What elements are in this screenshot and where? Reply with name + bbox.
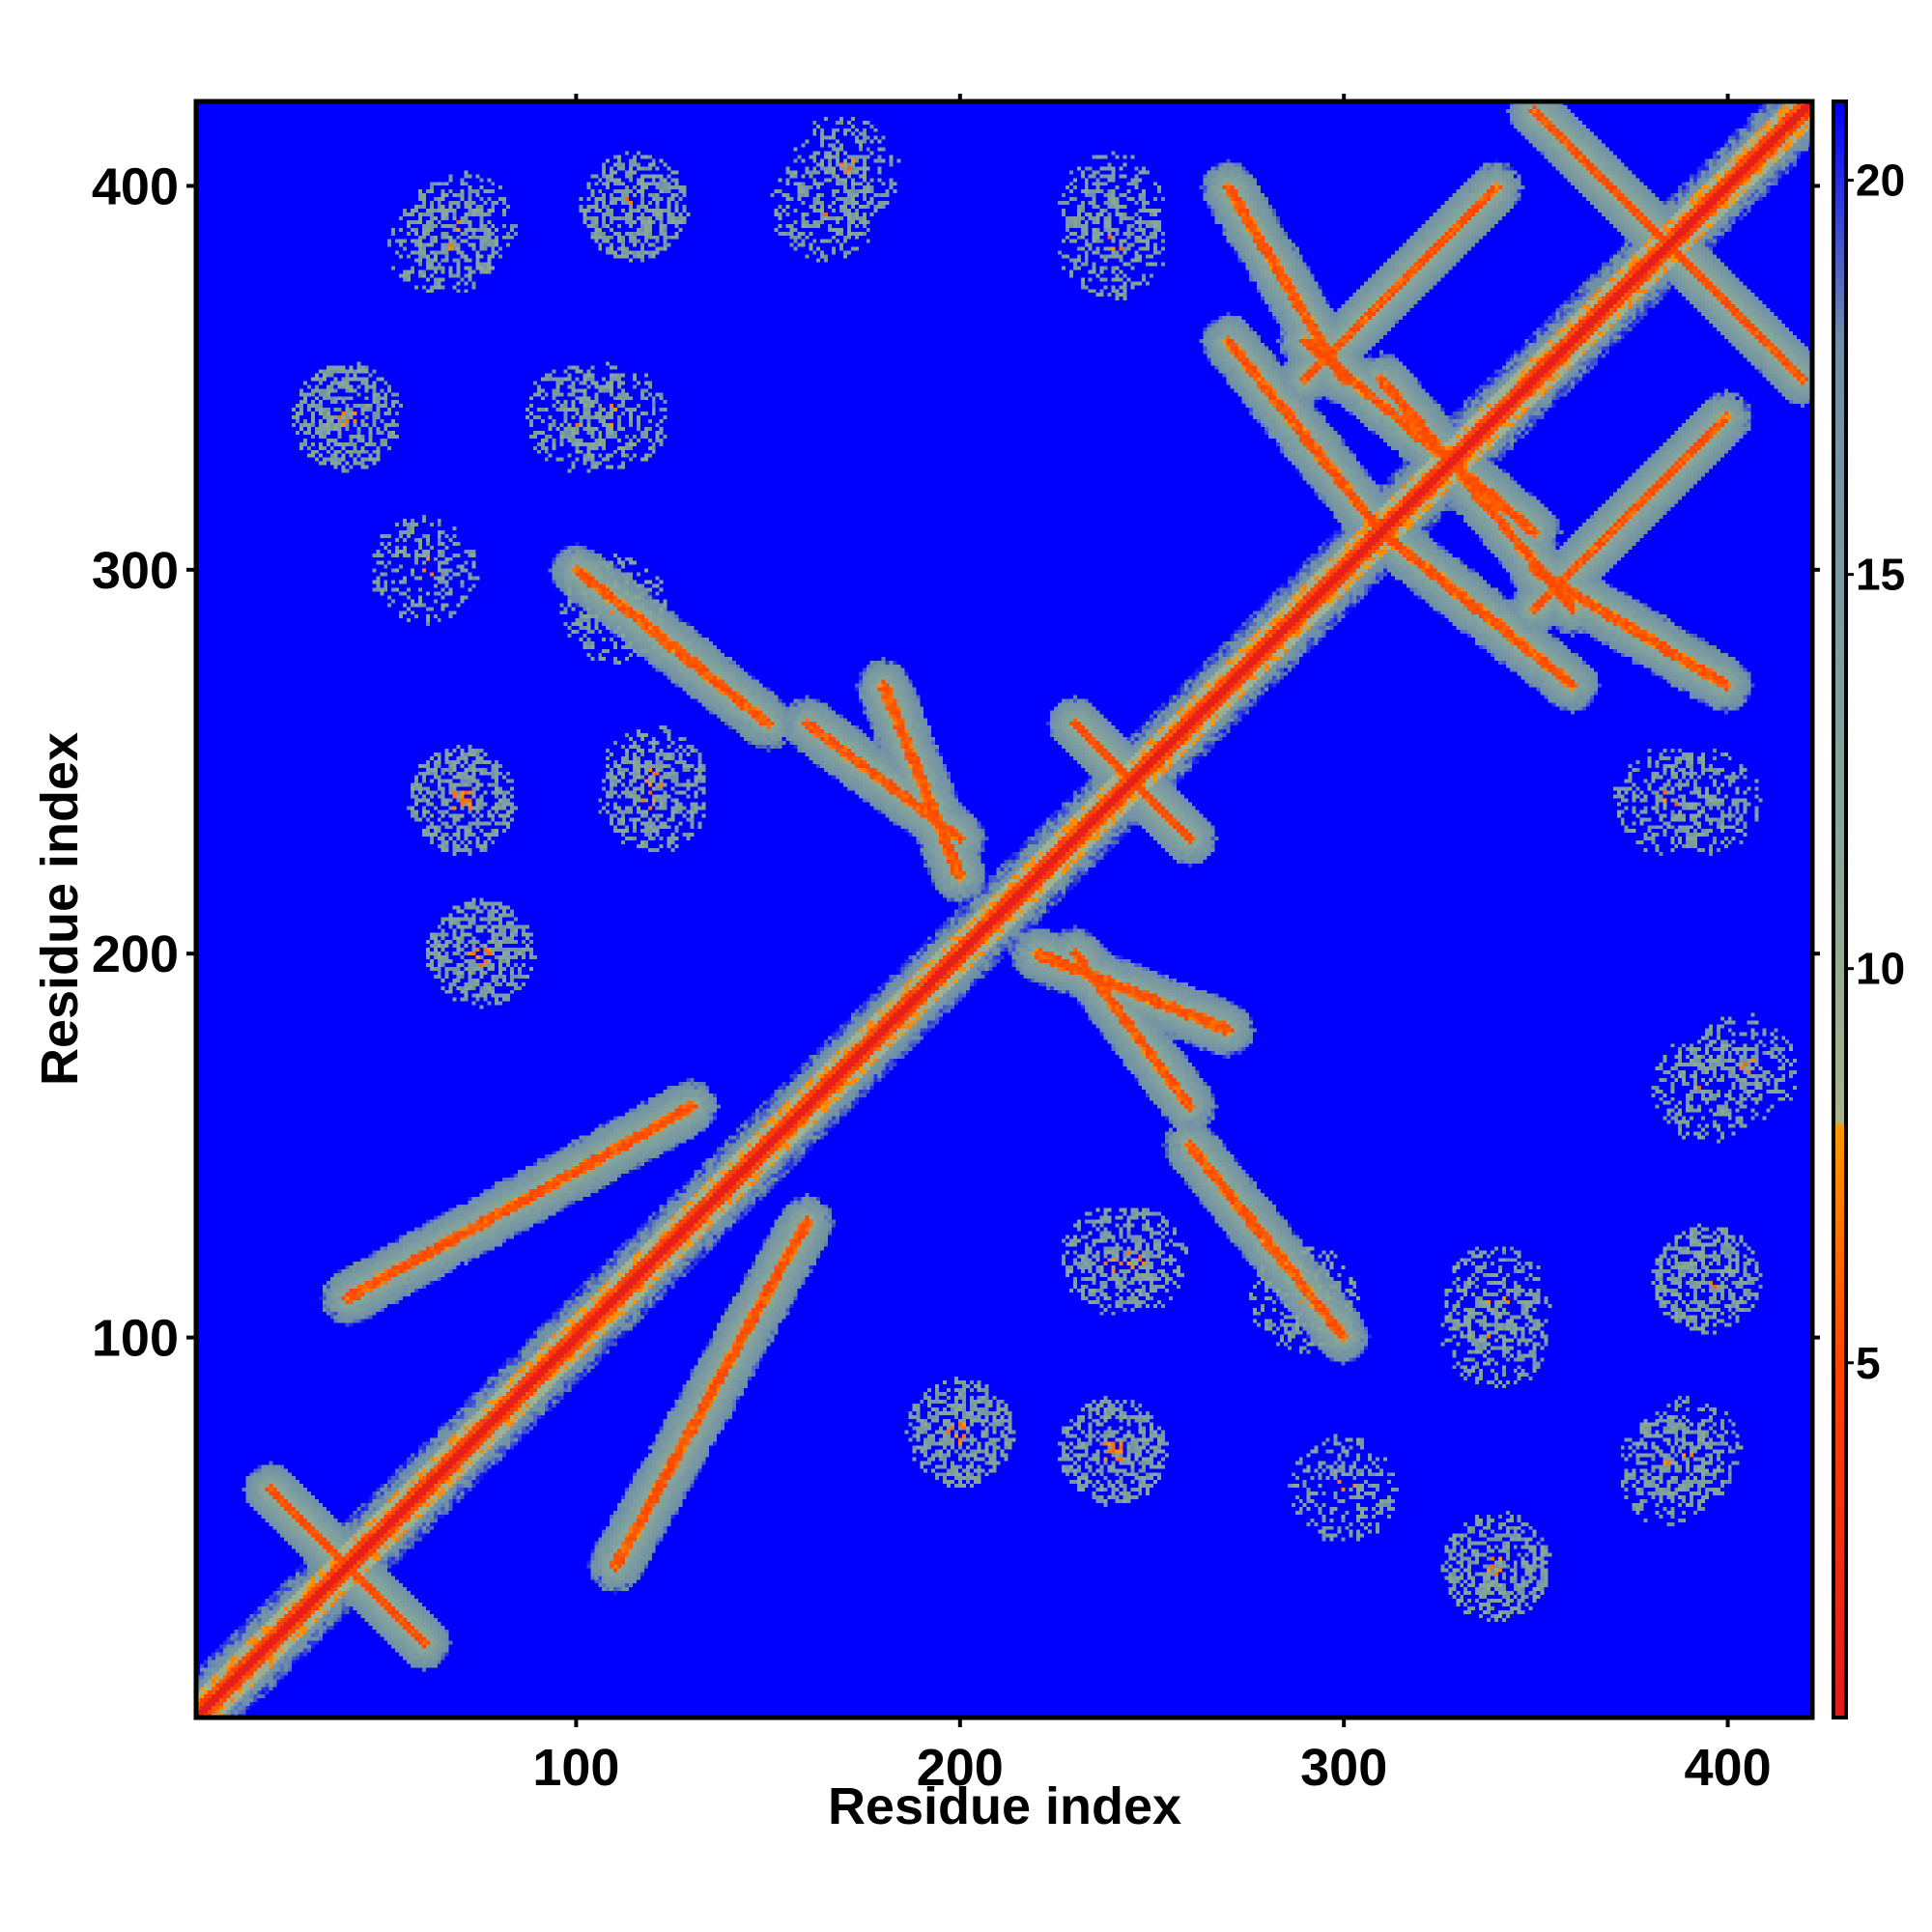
heatmap-plot-area <box>196 101 1812 1718</box>
y-tick-label: 300 <box>92 542 179 600</box>
colorbar-tick-label: 15 <box>1856 550 1905 600</box>
colorbar <box>1833 101 1846 1718</box>
colorbar-tick-label: 10 <box>1856 944 1905 994</box>
y-tick-label: 200 <box>92 925 179 983</box>
x-tick-label: 300 <box>1300 1739 1387 1797</box>
x-tick-label: 100 <box>532 1739 619 1797</box>
plot-frame <box>193 99 1815 1720</box>
y-axis-title: Residue index <box>31 732 89 1086</box>
colorbar-tick-label: 20 <box>1856 156 1905 206</box>
x-axis-title: Residue index <box>828 1777 1181 1835</box>
y-tick-label: 400 <box>92 157 179 215</box>
x-tick-label: 200 <box>917 1739 1004 1797</box>
y-axis-ticks: 100 200 300 400 <box>92 157 1820 1368</box>
x-tick-label: 400 <box>1685 1739 1772 1797</box>
colorbar-tick-label: 5 <box>1856 1338 1881 1388</box>
y-tick-label: 100 <box>92 1310 179 1368</box>
colorbar-frame <box>1832 99 1848 1719</box>
x-axis-ticks: 100 200 300 400 <box>532 94 1772 1797</box>
colorbar-ticks: 5 10 15 20 <box>1846 156 1905 1388</box>
